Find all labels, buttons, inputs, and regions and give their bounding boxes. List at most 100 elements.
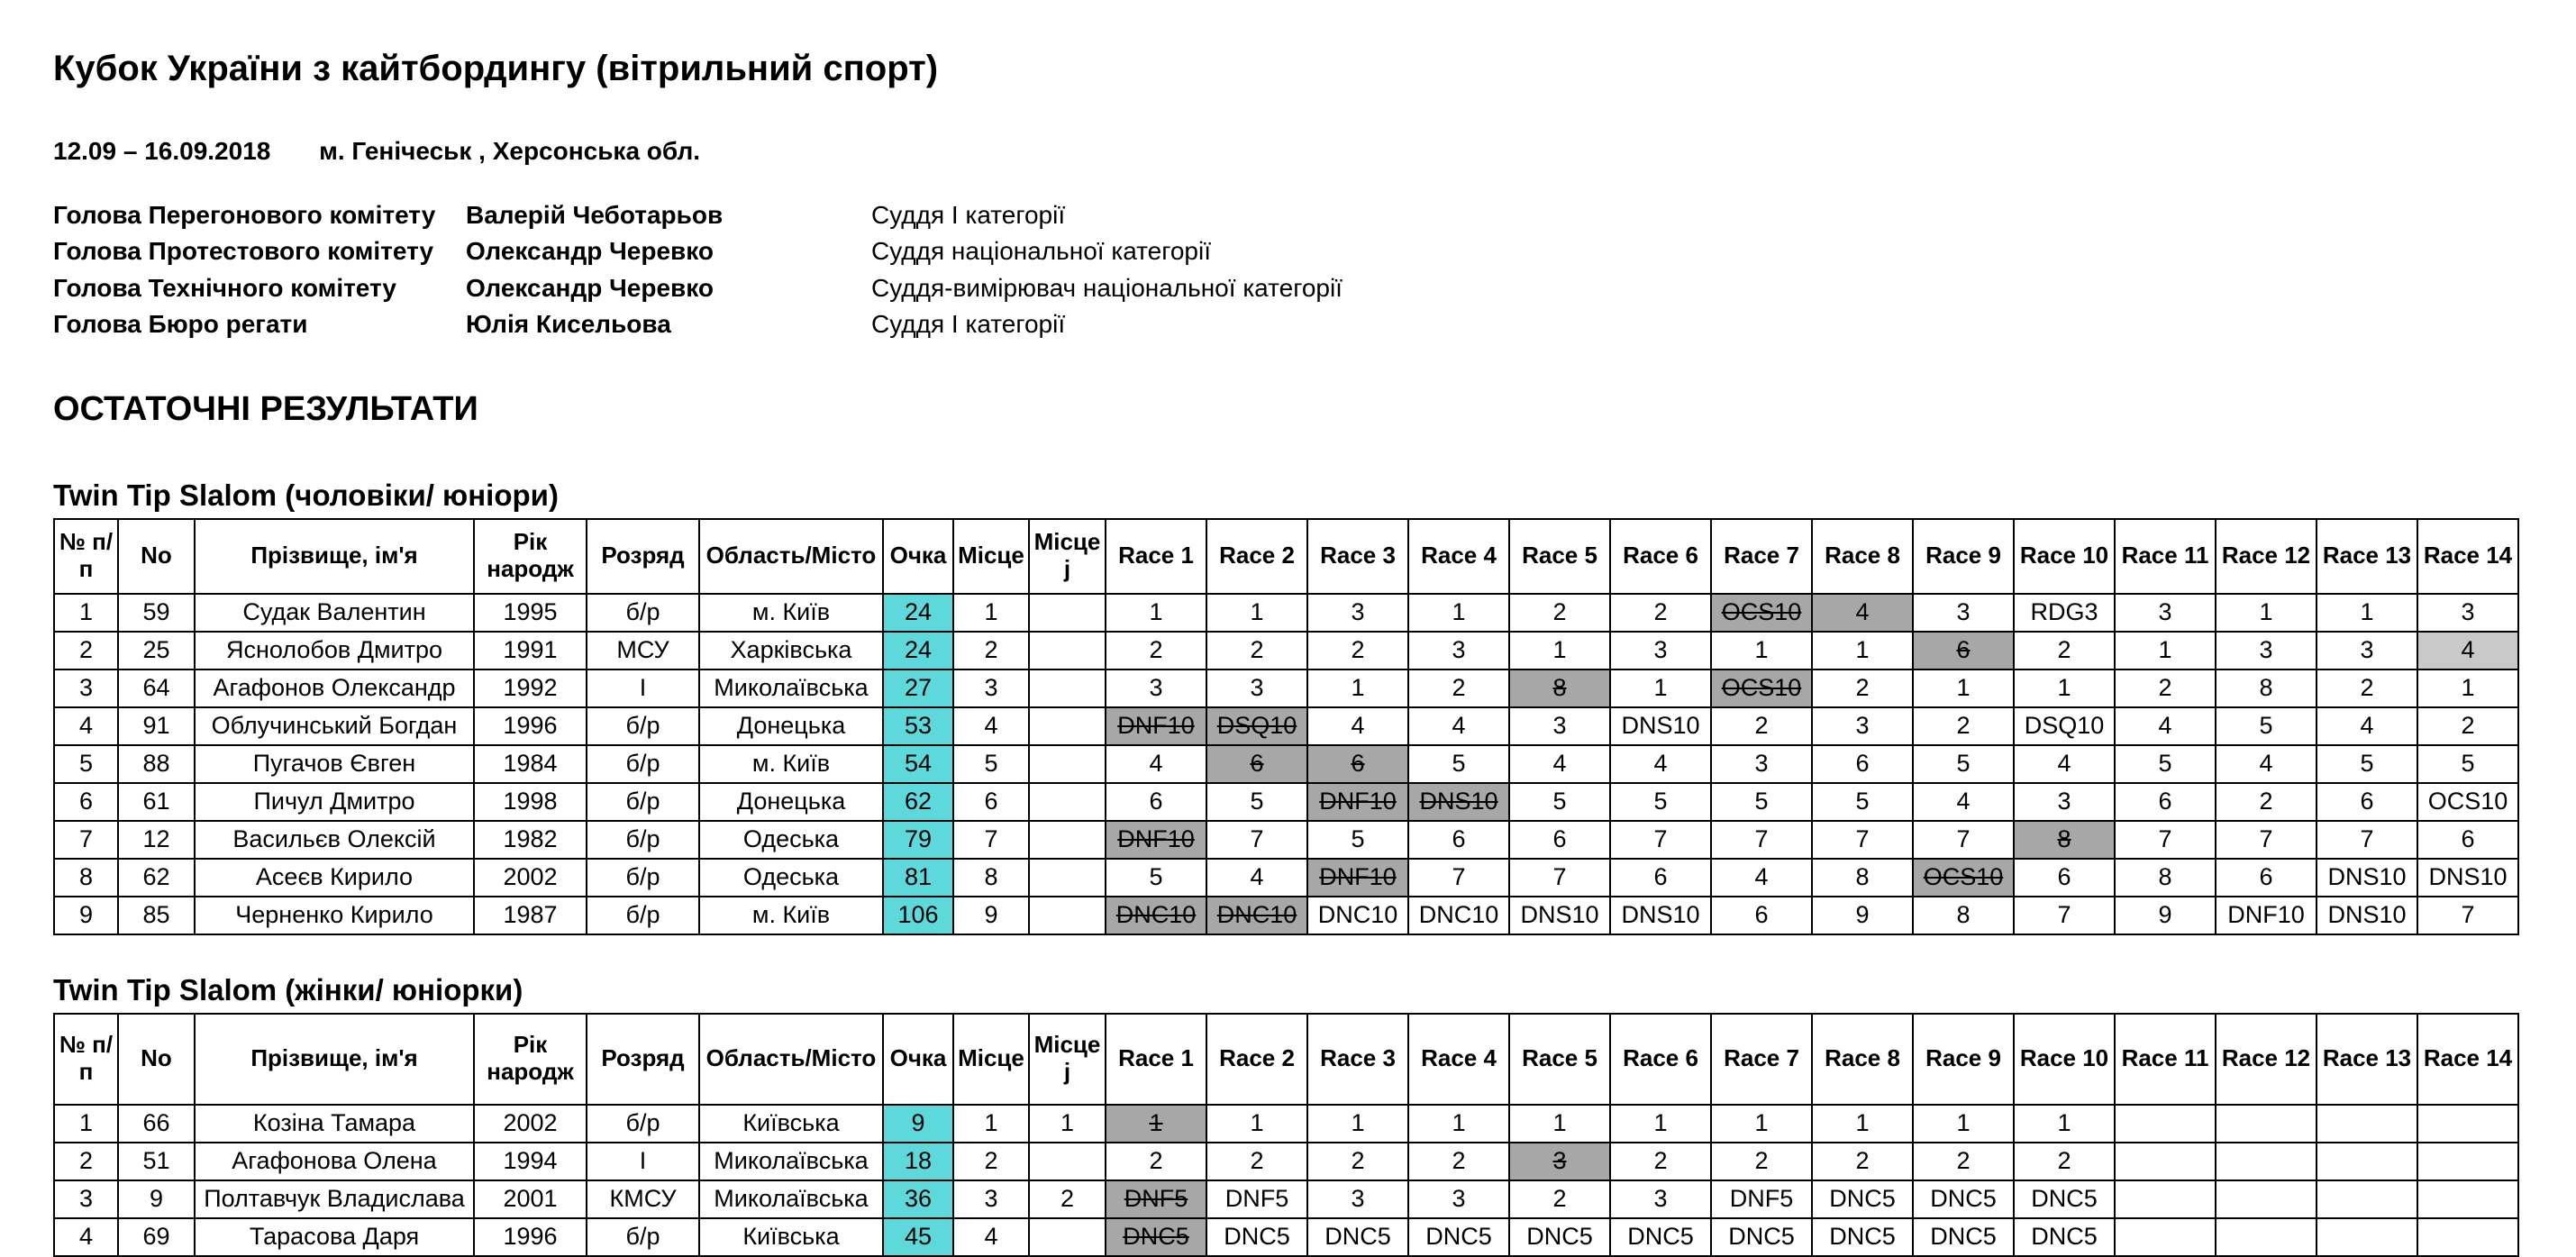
column-header: Race 13 — [2316, 517, 2418, 595]
race-result-cell: DNC5 — [1710, 1216, 1813, 1257]
table-row: 9 85 Черненко Кирило 1987 б/р м. Київ 106 9 DNC1… — [53, 895, 2519, 935]
cell-birth-year: 1995 — [473, 592, 587, 633]
cell-rank: б/р — [586, 781, 700, 822]
cell-sail-number: 85 — [117, 895, 196, 935]
cell-sail-number: 61 — [117, 781, 196, 822]
race-result-cell: 1 — [1407, 592, 1510, 633]
race-result-cell: 3 — [2114, 592, 2216, 633]
column-header: Race 1 — [1105, 517, 1207, 595]
cell-index: 1 — [53, 1103, 119, 1143]
table-row: 2 51 Агафонова Олена 1994 I Миколаївська 18 2 2 2… — [53, 1141, 2519, 1181]
race-result-cell: 3 — [1508, 1141, 1611, 1181]
race-result-cell: 3 — [1407, 630, 1510, 670]
race-result-cell: 1 — [1206, 592, 1308, 633]
race-result-cell: DNC5 — [1206, 1216, 1308, 1257]
cell-region: м. Київ — [698, 895, 884, 935]
race-result-cell: 4 — [2316, 706, 2418, 746]
race-result-cell: OCS10 — [1710, 668, 1813, 708]
race-result-cell: 7 — [1710, 819, 1813, 860]
race-result-cell: 9 — [1811, 895, 1914, 935]
race-result-cell: 1 — [2316, 592, 2418, 633]
column-header: Область/Місто — [698, 517, 884, 595]
race-result-cell: DNC5 — [1609, 1216, 1712, 1257]
cell-points: 54 — [882, 743, 954, 784]
race-result-cell: 1 — [1710, 630, 1813, 670]
cell-index: 6 — [53, 781, 119, 822]
cell-name: Черненко Кирило — [194, 895, 475, 935]
race-result-cell: 2 — [1811, 1141, 1914, 1181]
race-result-cell: 7 — [1206, 819, 1308, 860]
race-result-cell: 2 — [2013, 630, 2116, 670]
table-row: 6 61 Пичул Дмитро 1998 б/р Донецька 62 6 6 5 DNF10… — [53, 781, 2519, 822]
race-result-cell: 1 — [1105, 1103, 1207, 1143]
column-header: Race 6 — [1609, 517, 1712, 595]
cell-region: Одеська — [698, 819, 884, 860]
cell-sail-number: 91 — [117, 706, 196, 746]
column-header: Рік народж — [473, 517, 587, 595]
race-result-cell: 8 — [2215, 668, 2317, 708]
column-header: Race 7 — [1710, 1012, 1813, 1106]
cell-rank: б/р — [586, 1103, 700, 1143]
race-result-cell — [2316, 1216, 2418, 1257]
column-header: Race 12 — [2215, 517, 2317, 595]
cell-sail-number: 64 — [117, 668, 196, 708]
cell-place-junior: 1 — [1028, 1103, 1106, 1143]
cell-birth-year: 2002 — [473, 857, 587, 897]
race-result-cell: 5 — [1710, 781, 1813, 822]
cell-name: Козіна Тамара — [194, 1103, 475, 1143]
column-header: Race 5 — [1508, 517, 1611, 595]
race-result-cell: DNF5 — [1710, 1179, 1813, 1219]
race-result-cell: 7 — [1811, 819, 1914, 860]
cell-index: 4 — [53, 706, 119, 746]
race-result-cell: 6 — [2316, 781, 2418, 822]
cell-place: 7 — [952, 819, 1030, 860]
cell-birth-year: 1991 — [473, 630, 587, 670]
race-result-cell: 8 — [1508, 668, 1611, 708]
official-qualification: Суддя національної категорії — [871, 237, 1211, 266]
race-result-cell: 3 — [2013, 781, 2116, 822]
column-header: Очка — [882, 517, 954, 595]
column-header: Race 10 — [2013, 1012, 2116, 1106]
cell-birth-year: 1996 — [473, 706, 587, 746]
race-result-cell: 3 — [1306, 592, 1409, 633]
cell-index: 5 — [53, 743, 119, 784]
column-header: Прізвище, ім'я — [194, 517, 475, 595]
cell-birth-year: 2002 — [473, 1103, 587, 1143]
column-header: Область/Місто — [698, 1012, 884, 1106]
race-result-cell: 5 — [2316, 743, 2418, 784]
cell-birth-year: 2001 — [473, 1179, 587, 1219]
race-result-cell: 2 — [1206, 1141, 1308, 1181]
race-result-cell: 5 — [1206, 781, 1308, 822]
column-header: Race 1 — [1105, 1012, 1207, 1106]
race-result-cell: DNC5 — [1508, 1216, 1611, 1257]
cell-index: 1 — [53, 592, 119, 633]
race-result-cell: 3 — [1206, 668, 1308, 708]
race-result-cell: 1 — [1609, 1103, 1712, 1143]
race-result-cell: DNS10 — [1609, 706, 1712, 746]
column-header: Race 9 — [1912, 1012, 2015, 1106]
race-result-cell — [2316, 1103, 2418, 1143]
race-result-cell: 6 — [1508, 819, 1611, 860]
race-result-cell: 6 — [2417, 819, 2519, 860]
cell-place-junior — [1028, 592, 1106, 633]
cell-index: 7 — [53, 819, 119, 860]
cell-place: 9 — [952, 895, 1030, 935]
race-result-cell — [2114, 1179, 2216, 1219]
column-header: Race 3 — [1306, 517, 1409, 595]
cell-place-junior — [1028, 630, 1106, 670]
cell-place-junior — [1028, 668, 1106, 708]
race-result-cell: DNC5 — [1306, 1216, 1409, 1257]
race-result-cell: DNC10 — [1206, 895, 1308, 935]
race-result-cell: 2 — [1306, 630, 1409, 670]
column-header: Race 13 — [2316, 1012, 2418, 1106]
cell-place: 3 — [952, 668, 1030, 708]
cell-name: Пугачов Євген — [194, 743, 475, 784]
race-result-cell: 3 — [1609, 630, 1712, 670]
race-result-cell: 9 — [2114, 895, 2216, 935]
race-result-cell — [2114, 1141, 2216, 1181]
cell-name: Облучинський Богдан — [194, 706, 475, 746]
race-result-cell: 1 — [1912, 668, 2015, 708]
column-header: Race 5 — [1508, 1012, 1611, 1106]
cell-points: 106 — [882, 895, 954, 935]
